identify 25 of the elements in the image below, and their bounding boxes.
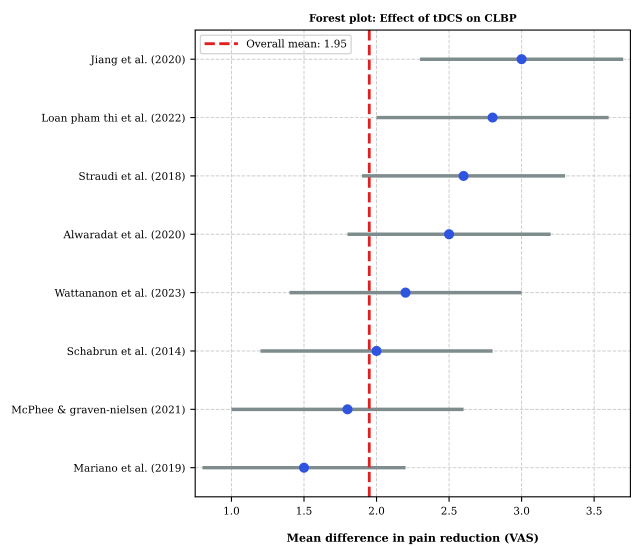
y-tick-label: Loan pham thi et al. (2022)	[42, 114, 185, 124]
point	[371, 346, 382, 356]
point	[400, 288, 411, 298]
point	[458, 170, 469, 181]
chart-title: Forest plot: Effect of tDCS on CLBP	[309, 14, 516, 24]
x-tick-label: 2.5	[441, 506, 457, 515]
x-tick-label: 3.0	[514, 506, 530, 515]
point	[342, 404, 353, 414]
y-tick-label: Mariano et al. (2019)	[74, 464, 185, 474]
y-tick-label: Wattananon et al. (2023)	[54, 288, 185, 298]
x-tick-label: 2.0	[368, 506, 384, 515]
y-tick-label: Straudi et al. (2018)	[79, 172, 185, 182]
y-tick-label: Alwaradat et al. (2020)	[63, 230, 185, 240]
point	[516, 54, 527, 64]
y-tick-label: Schabrun et al. (2014)	[68, 347, 185, 357]
ref-line-label: Overall mean: 1.95	[246, 39, 346, 48]
x-tick-label: 3.5	[586, 506, 602, 515]
x-tick-label: 1.0	[224, 506, 240, 515]
y-tick-label: Jiang et al. (2020)	[90, 55, 185, 66]
x-tick-label: 1.5	[296, 506, 312, 515]
y-tick-label: McPhee & graven-nielsen (2021)	[12, 405, 185, 416]
point	[488, 112, 498, 123]
x-axis-title: Mean difference in pain reduction (VAS)	[287, 533, 538, 544]
point	[444, 229, 454, 240]
point	[298, 462, 310, 473]
